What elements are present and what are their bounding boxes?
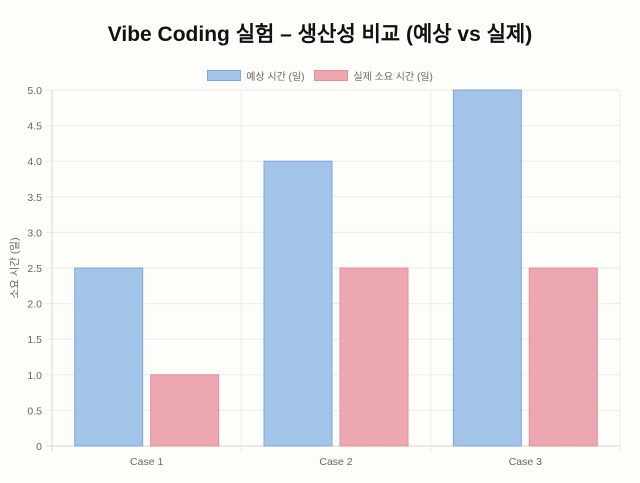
y-tick-label: 3.5 bbox=[27, 192, 42, 204]
y-tick-label: 0.5 bbox=[27, 405, 42, 417]
y-tick-label: 2.0 bbox=[27, 299, 42, 311]
y-tick-label: 0 bbox=[36, 441, 42, 453]
legend: 예상 시간 (일) 실제 소요 시간 (일) bbox=[0, 68, 640, 83]
bar-expected[interactable] bbox=[263, 160, 333, 447]
y-tick-label: 1.0 bbox=[27, 370, 42, 382]
legend-swatch-expected bbox=[207, 70, 242, 81]
chart-title: Vibe Coding 실험 – 생산성 비교 (예상 vs 실제) bbox=[107, 23, 533, 46]
y-tick-label: 1.5 bbox=[27, 334, 42, 346]
bar-expected[interactable] bbox=[452, 89, 522, 447]
bar-actual[interactable] bbox=[150, 374, 220, 447]
y-axis-label: 소요 시간 (일) bbox=[8, 237, 21, 298]
bar-expected[interactable] bbox=[74, 267, 144, 447]
legend-label-expected: 예상 시간 (일) bbox=[246, 72, 305, 83]
x-tick-label: Case 2 bbox=[319, 456, 352, 468]
y-tick-label: 4.0 bbox=[27, 156, 42, 168]
x-tick-label: Case 1 bbox=[130, 456, 163, 468]
y-tick-label: 2.5 bbox=[27, 263, 42, 275]
bar-actual[interactable] bbox=[339, 267, 409, 447]
y-tick-label: 4.5 bbox=[27, 121, 42, 133]
legend-label-actual: 실제 소요 시간 (일) bbox=[353, 72, 433, 83]
y-tick-label: 5.0 bbox=[27, 85, 42, 97]
legend-item-expected[interactable]: 예상 시간 (일) bbox=[207, 68, 304, 83]
legend-swatch-actual bbox=[314, 70, 349, 81]
bar-actual[interactable] bbox=[528, 267, 598, 447]
legend-item-actual[interactable]: 실제 소요 시간 (일) bbox=[314, 68, 433, 83]
y-tick-label: 3.0 bbox=[27, 227, 42, 239]
x-tick-label: Case 3 bbox=[509, 456, 542, 468]
